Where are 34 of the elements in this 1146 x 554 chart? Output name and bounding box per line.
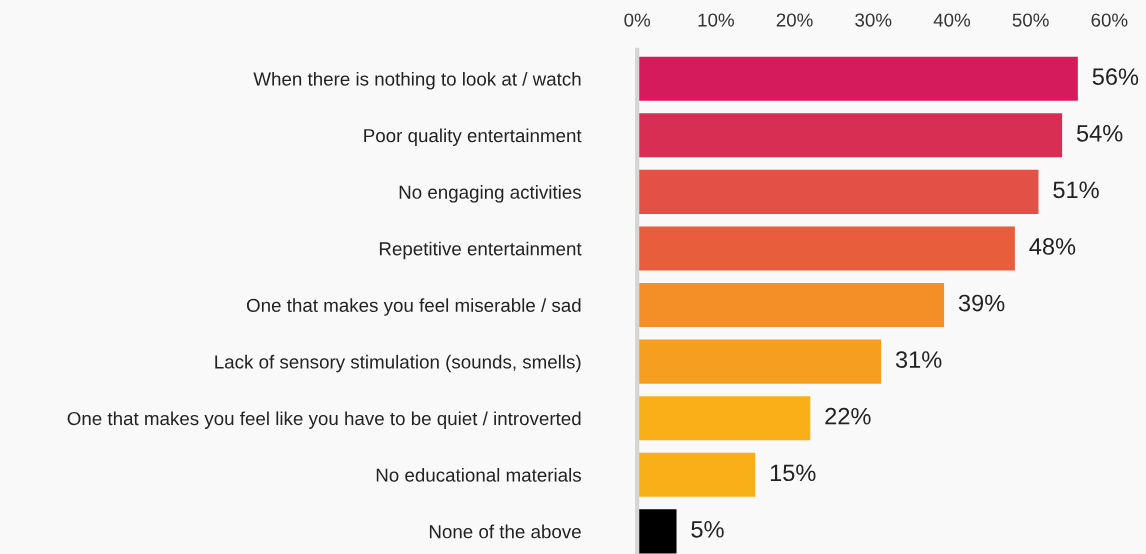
bar: [637, 452, 756, 497]
x-tick-label: 60%: [1091, 13, 1128, 27]
data-label: 15%: [770, 464, 816, 482]
data-label: 5%: [691, 521, 724, 538]
data-label: 22%: [825, 407, 871, 425]
y-tick-label: One that makes you feel miserable / sad: [246, 298, 581, 316]
bar: [637, 113, 1063, 158]
y-tick-label: Lack of sensory stimulation (sounds, smells): [215, 354, 581, 373]
data-label: 56%: [1092, 68, 1139, 86]
data-label: 54%: [1076, 125, 1123, 142]
x-tick-label: 10%: [698, 13, 734, 27]
data-label: 39%: [958, 294, 1005, 312]
x-tick-label: 20%: [776, 13, 813, 27]
data-label: 31%: [895, 351, 942, 368]
y-tick-label: No engaging activities: [399, 185, 581, 203]
bar: [637, 396, 811, 441]
bar: [637, 56, 1078, 101]
bar: [637, 339, 882, 384]
bar: [637, 226, 1015, 271]
bar: [637, 509, 677, 554]
x-tick-label: 30%: [855, 13, 892, 27]
y-tick-label: No educational materials: [376, 467, 581, 482]
y-tick-label: One that makes you feel like you have to be quiet / introverted: [67, 411, 581, 429]
data-label: 51%: [1053, 181, 1099, 199]
y-tick-label: Repetitive entertainment: [379, 241, 582, 260]
x-tick-label: 50%: [1012, 13, 1049, 27]
data-label: 48%: [1029, 238, 1076, 255]
x-tick-label: 40%: [933, 13, 971, 27]
bar: [637, 282, 945, 328]
y-tick-label: None of the above: [429, 524, 581, 539]
y-tick-label: When there is nothing to look at / watch: [253, 71, 581, 90]
x-tick-label: 0%: [624, 13, 651, 27]
bar: [637, 169, 1039, 214]
y-tick-label: Poor quality entertainment: [364, 128, 582, 146]
